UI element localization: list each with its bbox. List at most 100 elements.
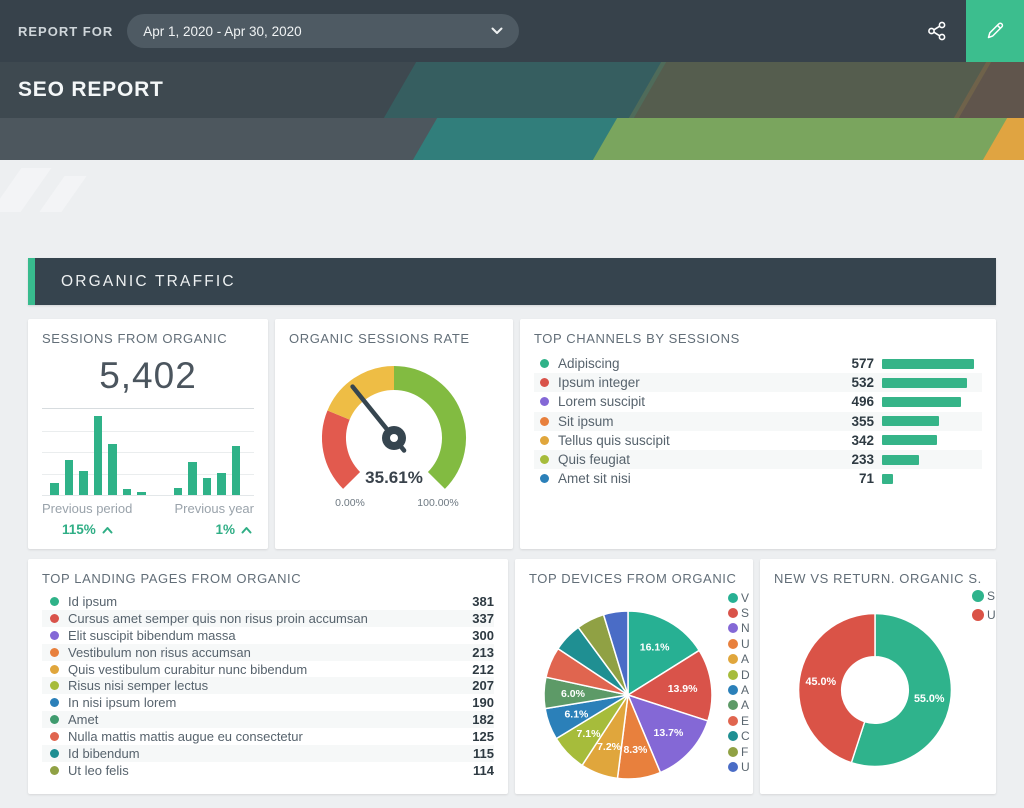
legend-label: A (741, 652, 750, 667)
card-top-devices-from-organic: TOP DEVICES FROM ORGANIC 16.1% 13.9% 13.7%… (515, 559, 753, 794)
channel-bar (882, 377, 967, 388)
page-title: SEO REPORT (18, 78, 164, 101)
series-color-dot (50, 698, 59, 708)
date-range-dropdown[interactable]: Apr 1, 2020 - Apr 30, 2020 (127, 14, 520, 48)
legend-color-dot (728, 700, 738, 711)
legend-label: A (741, 698, 750, 713)
channel-bar (882, 454, 920, 465)
pie-legend: V S N U A D A A E C F U (728, 590, 753, 775)
legend-color-dot (972, 589, 984, 602)
legend-label: U (741, 759, 750, 774)
landing-page-label: Elit suscipit bibendum massa (68, 627, 236, 643)
svg-text:6.0%: 6.0% (561, 688, 586, 700)
legend-color-dot (728, 715, 738, 726)
channel-bar (882, 473, 894, 484)
series-color-dot (50, 732, 59, 742)
table-row: Adipiscing 577 (534, 354, 982, 373)
series-color-dot (50, 613, 59, 623)
table-row: In nisi ipsum lorem 190 (42, 694, 494, 711)
legend-label: V (741, 590, 750, 605)
landing-page-label: Ut leo felis (68, 762, 129, 778)
series-color-dot (540, 416, 549, 426)
channel-label: Sit ipsum (558, 413, 614, 429)
series-color-dot (50, 664, 59, 674)
card-organic-sessions-rate: ORGANIC SESSIONS RATE 35.61% 0.00% 100.00% (275, 319, 513, 549)
legend-label: S (741, 606, 750, 621)
table-row: Tellus quis suscipit 342 (534, 431, 982, 450)
channel-label: Lorem suscipit (558, 394, 646, 410)
series-color-dot (540, 397, 549, 407)
arrow-up-icon (241, 526, 252, 533)
legend-label: S (987, 588, 996, 603)
card-title: TOP CHANNELS BY SESSIONS (534, 331, 740, 346)
series-color-dot (50, 596, 59, 606)
legend-label: F (741, 744, 749, 759)
landing-page-label: Nulla mattis mattis augue eu consectetur (68, 729, 303, 745)
svg-text:55.0%: 55.0% (914, 693, 945, 705)
landing-page-value: 125 (472, 729, 494, 745)
series-color-dot (540, 474, 549, 484)
legend-item: U (728, 759, 753, 774)
edit-report-button[interactable] (966, 0, 1024, 62)
table-row: Id ipsum 381 (42, 593, 494, 610)
table-row: Elit suscipit bibendum massa 300 (42, 627, 494, 644)
landing-page-value: 337 (472, 610, 494, 626)
svg-text:100.00%: 100.00% (417, 497, 458, 509)
card-title: TOP LANDING PAGES FROM ORGANIC (42, 571, 302, 586)
sessions-kpi-value: 5,402 (99, 355, 197, 396)
channel-value: 342 (851, 432, 874, 448)
sparkline-bar (50, 482, 59, 495)
channel-bar (882, 435, 937, 446)
legend-color-dot (728, 669, 738, 680)
section-header-organic-traffic: ORGANIC TRAFFIC (28, 258, 996, 305)
date-range-value: Apr 1, 2020 - Apr 30, 2020 (143, 23, 302, 39)
svg-text:16.1%: 16.1% (640, 641, 670, 653)
landing-pages-list: Id ipsum 381 Cursus amet semper quis non… (42, 593, 494, 779)
legend-item: A (728, 698, 753, 713)
legend-item: V (728, 590, 753, 605)
gauge-chart: 35.61%0.00% 100.00% (322, 366, 466, 509)
table-row: Ipsum integer 532 (534, 373, 982, 393)
sparkline-bar (108, 444, 117, 495)
legend-item: U (728, 636, 753, 651)
share-button[interactable] (908, 0, 966, 62)
legend-item: N (728, 621, 753, 636)
legend-color-dot (728, 592, 738, 603)
comparison-value-previous-year: 1% (215, 522, 252, 537)
sparkline-bar (188, 462, 197, 495)
channel-bar (882, 396, 962, 407)
comparison-label-previous-year: Previous year (174, 501, 254, 516)
legend-color-dot (972, 608, 984, 621)
landing-page-value: 114 (473, 762, 494, 778)
table-row: Sit ipsum 355 (534, 411, 982, 431)
landing-page-label: Quis vestibulum curabitur nunc bibendum (68, 661, 308, 677)
svg-text:7.2%: 7.2% (597, 741, 622, 753)
table-row: Amet 182 (42, 711, 494, 729)
channel-label: Adipiscing (558, 356, 620, 372)
landing-page-value: 213 (472, 644, 494, 660)
landing-page-label: Id ipsum (68, 593, 118, 609)
sparkline-bar (173, 488, 182, 495)
comparison-label-previous-period: Previous period (42, 501, 133, 516)
card-title: TOP DEVICES FROM ORGANIC (529, 571, 737, 586)
channel-value: 71 (858, 471, 874, 487)
pie-chart: 16.1% 13.9% 13.7% 8.3%7.2%7.1% 6.1% 6.0% (543, 610, 713, 780)
table-row: Id bibendum 115 (42, 745, 494, 762)
landing-page-value: 190 (472, 695, 494, 711)
report-body: ORGANIC TRAFFIC SESSIONS FROM ORGANIC 5,… (0, 160, 1024, 794)
landing-page-label: Amet (68, 712, 99, 728)
channel-bar (882, 358, 974, 369)
table-row: Nulla mattis mattis augue eu consectetur… (42, 728, 494, 745)
channel-label: Ipsum integer (558, 375, 640, 391)
sparkline-bar (64, 459, 73, 495)
legend-label: C (741, 729, 750, 744)
table-row: Amet sit nisi 71 (534, 469, 982, 488)
table-row: Risus nisi semper lectus 207 (42, 677, 494, 695)
legend-item: S (728, 605, 753, 620)
svg-text:13.9%: 13.9% (668, 683, 698, 695)
series-color-dot (50, 715, 59, 725)
svg-text:35.61%: 35.61% (365, 468, 423, 487)
legend-label: U (741, 636, 750, 651)
sparkline-bar (231, 445, 240, 495)
svg-text:8.3%: 8.3% (623, 744, 648, 756)
